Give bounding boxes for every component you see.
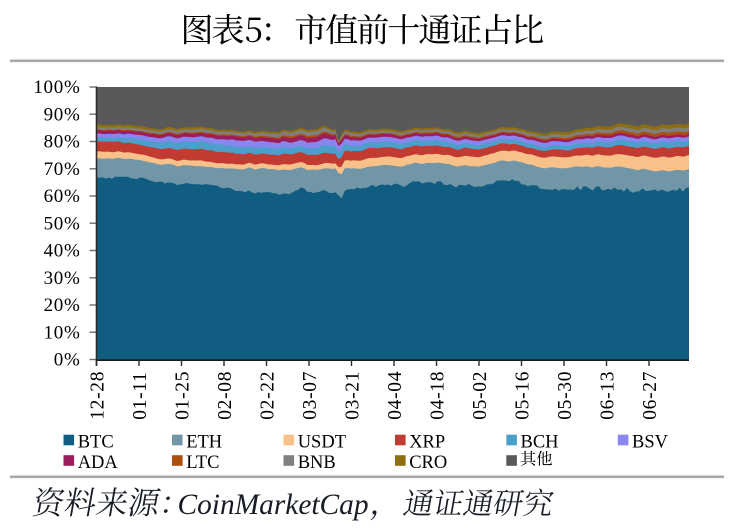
svg-text:03-07: 03-07 bbox=[300, 371, 321, 420]
svg-text:USDT: USDT bbox=[298, 432, 346, 452]
svg-text:BNB: BNB bbox=[298, 453, 336, 473]
svg-text:05-30: 05-30 bbox=[555, 371, 576, 420]
svg-text:05-16: 05-16 bbox=[512, 371, 533, 420]
svg-text:LTC: LTC bbox=[186, 453, 219, 473]
svg-text:ADA: ADA bbox=[78, 453, 119, 473]
svg-text:CoinMarketCap: CoinMarketCap bbox=[178, 489, 369, 521]
svg-text:50%: 50% bbox=[44, 213, 81, 234]
svg-text:90%: 90% bbox=[44, 105, 81, 126]
svg-text:10%: 10% bbox=[44, 322, 81, 343]
svg-text:40%: 40% bbox=[44, 241, 81, 262]
svg-text:80%: 80% bbox=[44, 132, 81, 153]
svg-text:BCH: BCH bbox=[521, 432, 559, 452]
svg-text:03-21: 03-21 bbox=[342, 371, 363, 420]
svg-text:BTC: BTC bbox=[78, 432, 114, 452]
svg-text:12-28: 12-28 bbox=[87, 371, 108, 420]
svg-text:04-04: 04-04 bbox=[385, 371, 406, 420]
svg-text:BSV: BSV bbox=[632, 432, 669, 452]
svg-text:05-02: 05-02 bbox=[470, 371, 491, 420]
svg-text:01-25: 01-25 bbox=[172, 371, 193, 420]
svg-text:02-22: 02-22 bbox=[257, 371, 278, 420]
svg-text:02-08: 02-08 bbox=[215, 371, 236, 420]
svg-text:CRO: CRO bbox=[409, 453, 447, 473]
svg-text:ETH: ETH bbox=[186, 432, 222, 452]
svg-text:70%: 70% bbox=[44, 159, 81, 180]
svg-text:01-11: 01-11 bbox=[130, 372, 151, 420]
svg-text:06-27: 06-27 bbox=[640, 371, 661, 420]
svg-text:XRP: XRP bbox=[409, 432, 445, 452]
svg-text:60%: 60% bbox=[44, 186, 81, 207]
svg-text:04-18: 04-18 bbox=[427, 371, 448, 420]
svg-text:30%: 30% bbox=[44, 268, 81, 289]
svg-text:100%: 100% bbox=[33, 77, 80, 98]
svg-text:0%: 0% bbox=[54, 350, 81, 371]
svg-text:20%: 20% bbox=[44, 295, 81, 316]
svg-text:06-13: 06-13 bbox=[597, 371, 618, 420]
